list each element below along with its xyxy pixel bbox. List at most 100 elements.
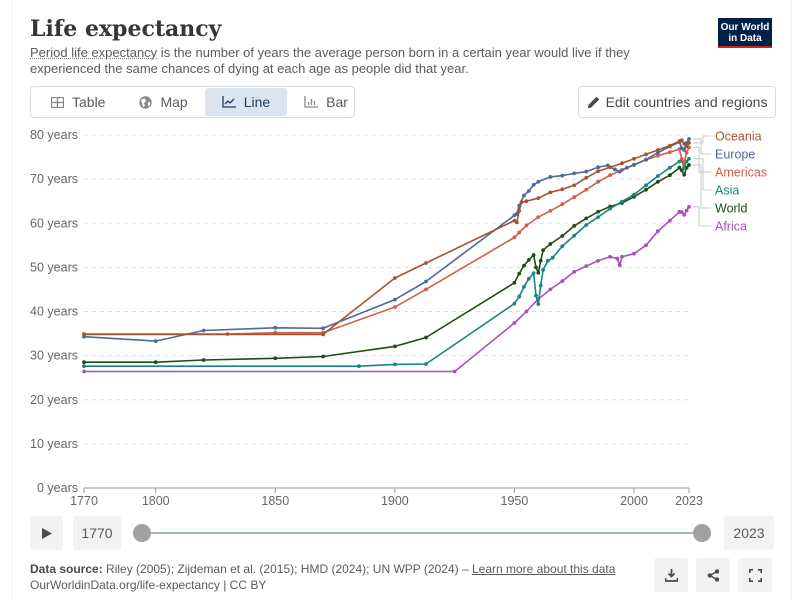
data-point-europe — [584, 169, 589, 174]
download-button[interactable] — [654, 558, 688, 592]
data-point-world — [522, 263, 526, 268]
learn-more-link[interactable]: Learn more about this data — [471, 562, 616, 576]
data-point-africa — [512, 321, 517, 325]
legend-connector — [693, 158, 711, 191]
data-point-africa — [679, 210, 684, 215]
y-tick-label: 50 years — [30, 260, 78, 274]
data-point-africa — [615, 256, 620, 261]
data-point-oceania — [517, 209, 522, 213]
data-point-asia — [536, 302, 541, 306]
data-point-europe — [424, 279, 428, 284]
chart-subtitle: Period life expectancy is the number of … — [30, 45, 690, 77]
legend-label-oceania: Oceania — [715, 130, 762, 144]
data-point-europe — [548, 175, 553, 179]
data-point-world — [679, 168, 684, 173]
data-point-world — [584, 216, 589, 221]
data-point-africa — [548, 287, 553, 292]
data-point-europe — [522, 193, 526, 198]
data-point-americas — [512, 235, 517, 240]
data-point-americas — [668, 150, 672, 155]
logo-line-1: Our World — [720, 22, 770, 33]
data-point-oceania — [679, 138, 684, 143]
data-point-asia — [424, 362, 428, 366]
tab-map[interactable]: Map — [122, 88, 204, 116]
data-point-europe — [687, 137, 691, 141]
data-point-americas — [656, 153, 660, 158]
start-year-box[interactable]: 1770 — [73, 516, 121, 550]
x-tick-label: 2023 — [675, 494, 703, 508]
data-point-asia — [393, 362, 397, 367]
data-point-europe — [656, 150, 660, 155]
data-point-africa — [687, 205, 691, 209]
edit-countries-label: Edit countries and regions — [605, 94, 768, 110]
timeline-slider-track[interactable] — [143, 532, 702, 534]
fullscreen-button[interactable] — [738, 558, 772, 592]
data-point-oceania — [668, 143, 672, 148]
data-point-asia — [644, 183, 648, 188]
share-icon — [707, 568, 719, 582]
data-point-asia — [522, 284, 526, 289]
line-chart: 0 years 10 years 20 years 30 years 40 years 5… — [30, 128, 767, 508]
data-point-africa — [596, 258, 600, 263]
data-point-oceania — [524, 199, 529, 204]
data-point-world — [541, 248, 545, 253]
data-point-world — [531, 253, 536, 257]
data-point-europe — [617, 169, 622, 174]
share-button[interactable] — [696, 558, 730, 592]
legend-connector — [693, 135, 711, 144]
data-point-oceania — [548, 190, 553, 195]
data-point-africa — [572, 269, 577, 274]
tab-line[interactable]: Line — [204, 88, 288, 116]
data-point-asia — [687, 156, 691, 161]
edit-countries-button[interactable]: Edit countries and regions — [578, 86, 776, 118]
data-point-asia — [82, 364, 86, 369]
url-line[interactable]: OurWorldinData.org/life-expectancy | CC … — [30, 578, 267, 592]
tab-table[interactable]: Table — [34, 88, 122, 116]
chart-tab-bar: Table Map Line Bar — [30, 86, 355, 118]
data-point-world — [536, 270, 541, 275]
data-point-oceania — [560, 187, 565, 192]
data-point-europe — [201, 328, 206, 333]
data-point-americas — [560, 202, 565, 207]
data-point-europe — [526, 189, 531, 193]
data-point-world — [82, 360, 86, 365]
play-button[interactable] — [30, 516, 63, 550]
data-point-africa — [644, 243, 648, 248]
timeline-start-handle[interactable] — [133, 524, 151, 542]
data-point-oceania — [584, 175, 589, 180]
legend-label-americas: Americas — [715, 166, 767, 180]
data-point-americas — [424, 287, 428, 292]
data-point-asia — [538, 283, 543, 288]
definition-link[interactable]: Period life expectancy — [30, 45, 158, 60]
data-point-asia — [584, 223, 589, 227]
data-point-asia — [656, 174, 660, 178]
y-tick-label: 30 years — [30, 349, 78, 363]
data-point-world — [644, 187, 648, 192]
source-line: Data source: Riley (2005); Zijdeman et a… — [30, 561, 615, 577]
data-point-oceania — [644, 152, 648, 157]
y-tick-label: 0 years — [37, 481, 78, 495]
owid-logo[interactable]: Our World in Data — [718, 18, 772, 48]
data-point-world — [526, 258, 531, 262]
tab-bar[interactable]: Bar — [287, 88, 365, 116]
data-point-oceania — [632, 156, 636, 161]
end-year-box[interactable]: 2023 — [724, 516, 774, 550]
timeline-end-handle[interactable] — [693, 524, 711, 542]
legend-connector — [693, 138, 711, 155]
x-tick-label: 2000 — [620, 494, 648, 508]
data-point-americas — [684, 150, 689, 155]
data-point-oceania — [682, 141, 687, 146]
x-tick-label: 1770 — [70, 494, 98, 508]
data-point-americas — [584, 187, 589, 192]
data-point-oceania — [684, 144, 689, 149]
data-point-oceania — [82, 332, 86, 337]
chart-frame — [12, 0, 792, 600]
data-point-oceania — [536, 196, 541, 201]
data-point-world — [682, 172, 687, 177]
data-point-world — [424, 335, 428, 340]
tab-table-label: Table — [72, 94, 106, 110]
data-point-world — [677, 165, 682, 170]
data-point-americas — [524, 223, 529, 228]
data-point-world — [572, 224, 577, 228]
data-point-africa — [452, 369, 457, 374]
